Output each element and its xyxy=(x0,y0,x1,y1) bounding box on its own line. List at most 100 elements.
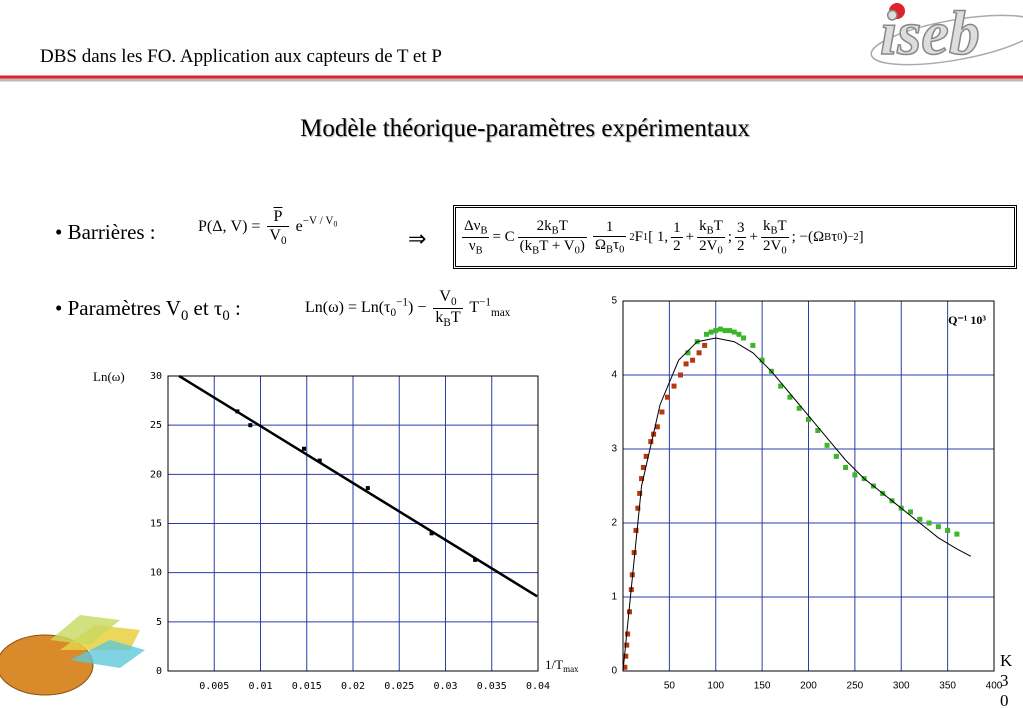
subscript: 0 xyxy=(718,245,723,256)
y-tick-label: 5 xyxy=(156,617,162,628)
y-tick-label: 0 xyxy=(156,666,162,677)
data-point xyxy=(722,328,728,334)
data-point xyxy=(623,653,629,659)
denominator: ΩBτ0 xyxy=(593,237,626,256)
y-tick-label: 30 xyxy=(150,371,162,382)
numerator: 3 xyxy=(734,219,747,238)
formula-text: −2 xyxy=(847,231,859,243)
data-point xyxy=(678,372,684,378)
x-tick-label: 150 xyxy=(754,681,771,692)
formula-text: 0 xyxy=(450,295,457,308)
denominator: 2 xyxy=(735,238,747,255)
data-point xyxy=(741,335,747,341)
numerator: V0 xyxy=(433,288,463,309)
data-point xyxy=(787,394,793,400)
formula-text: 0 xyxy=(837,231,843,243)
data-point xyxy=(671,383,677,389)
x-tick-label: 300 xyxy=(893,681,910,692)
data-point xyxy=(824,442,830,448)
formula-text: 0 xyxy=(390,306,397,319)
data-point xyxy=(926,520,932,526)
formula-text: −V / V xyxy=(302,215,334,228)
formula-text: τ xyxy=(613,236,620,253)
bullet: • Barrières : xyxy=(55,220,156,245)
x-tick-label: 0.04 xyxy=(526,681,550,692)
data-point xyxy=(806,416,811,422)
data-point xyxy=(643,453,649,459)
formula-text: k xyxy=(435,308,444,326)
x-tick-label: 0.03 xyxy=(433,681,457,692)
formula-text: ; xyxy=(727,228,732,245)
data-point xyxy=(635,505,641,511)
formula-text: B xyxy=(824,231,832,243)
data-point xyxy=(713,328,719,334)
x-tick-label: 200 xyxy=(800,681,817,692)
logo-text: iseb xyxy=(880,0,980,68)
formula-text: Ω xyxy=(594,236,607,253)
fraction: P V0 xyxy=(267,208,289,247)
denominator: 2V0 xyxy=(697,238,725,257)
logo-ray xyxy=(50,615,120,645)
formula-text: + xyxy=(749,228,758,245)
formula-text: 0 xyxy=(180,308,189,325)
subscript: 0 xyxy=(281,235,287,247)
x-tick-label: 0.02 xyxy=(341,681,365,692)
x-tick-label: 0.035 xyxy=(477,681,507,692)
formula: Ln(ω) = Ln(τ0−1) − V0 kBT T−1max xyxy=(305,288,510,329)
data-point xyxy=(648,439,654,445)
formula-text: (k xyxy=(519,237,533,254)
y-tick-label: 1 xyxy=(611,592,617,603)
page-number: 30 xyxy=(1000,671,1009,708)
denominator: 2V0 xyxy=(761,238,789,257)
formula-text: 3 xyxy=(736,219,745,236)
subscript: 0 xyxy=(781,245,786,256)
data-point xyxy=(945,527,951,533)
header-title: DBS dans les FO. Application aux capteur… xyxy=(40,46,442,67)
fraction: kBT 2V0 xyxy=(697,218,725,256)
y-tick-label: 15 xyxy=(150,519,162,530)
overline: P xyxy=(274,208,283,225)
formula-text: 0 xyxy=(619,244,625,256)
formula-text: B xyxy=(443,316,451,329)
plot-frame xyxy=(167,375,539,672)
formula-text: 2V xyxy=(763,237,782,254)
data-point xyxy=(365,486,370,491)
logo-disc xyxy=(0,634,94,696)
formula-text: max xyxy=(491,306,511,319)
formula-text: B xyxy=(606,244,614,256)
formula-text: V xyxy=(269,227,281,244)
superscript: −1 xyxy=(396,296,408,308)
subscript: 1 xyxy=(643,232,648,243)
chart: 0.005 0.01 0.015 0.02 0.025 0.03 0.035 0.04 0 5 10… xyxy=(93,369,579,692)
x-tick-label: 400 xyxy=(986,681,1003,692)
formula-text: −1 xyxy=(479,296,492,309)
formula-text: ) xyxy=(579,237,585,254)
x-tick-label: 0.015 xyxy=(292,681,322,692)
formula-text: 2 xyxy=(629,231,635,243)
formula-text: T xyxy=(777,217,787,234)
formula-text: T xyxy=(450,308,461,326)
logo-orbit xyxy=(870,14,1023,66)
data-point xyxy=(703,331,709,337)
data-point xyxy=(625,631,631,637)
x-axis-label: K xyxy=(1000,651,1012,670)
formula-text: 1 xyxy=(673,219,681,236)
numerator: 1 xyxy=(592,218,627,237)
fraction: V0 kBT xyxy=(433,288,463,329)
formula-text: B xyxy=(475,245,483,257)
superscript: −1 xyxy=(479,296,491,308)
data-point xyxy=(796,405,802,411)
formula-text: • Barrières : xyxy=(55,220,156,244)
subscript: 0 xyxy=(391,307,397,319)
formula-text: 1 xyxy=(605,218,614,235)
y-tick-label: 25 xyxy=(150,420,162,431)
denominator: νB xyxy=(462,238,489,257)
subscript: B xyxy=(707,226,714,237)
bullet: • Paramètres V0 et τ0 : xyxy=(55,296,241,325)
subscript: B xyxy=(443,317,450,329)
data-point xyxy=(727,328,733,334)
formula-text: ν xyxy=(468,237,476,254)
subscript: B xyxy=(606,244,613,255)
data-point xyxy=(626,609,632,615)
